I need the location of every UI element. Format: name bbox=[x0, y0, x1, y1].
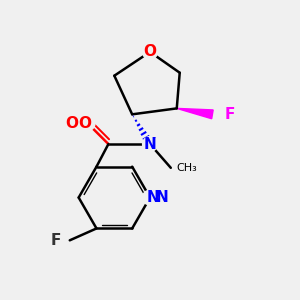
Circle shape bbox=[80, 116, 95, 131]
Polygon shape bbox=[177, 108, 213, 119]
Text: O: O bbox=[78, 116, 91, 131]
Text: N: N bbox=[156, 190, 169, 205]
Circle shape bbox=[142, 190, 158, 205]
Text: O: O bbox=[143, 44, 157, 59]
Text: N: N bbox=[144, 136, 156, 152]
Text: CH₃: CH₃ bbox=[177, 163, 197, 173]
Text: F: F bbox=[50, 233, 61, 248]
Text: N: N bbox=[147, 190, 159, 205]
Text: F: F bbox=[224, 107, 235, 122]
Text: O: O bbox=[143, 44, 157, 59]
Circle shape bbox=[142, 136, 158, 152]
Circle shape bbox=[142, 44, 158, 59]
Text: N: N bbox=[144, 136, 156, 152]
Text: O: O bbox=[66, 116, 79, 131]
